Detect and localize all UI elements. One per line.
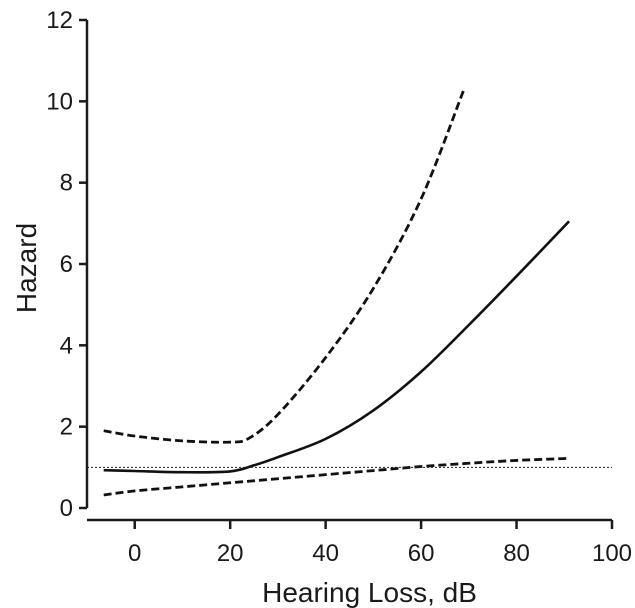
y-tick-label: 10	[46, 88, 73, 115]
x-tick-label: 100	[592, 540, 632, 567]
confidence-bound-line-1	[103, 88, 466, 444]
x-tick-label: 0	[128, 540, 141, 567]
series-layer	[103, 88, 570, 497]
y-tick-label: 12	[46, 7, 73, 34]
x-tick-label: 40	[312, 540, 339, 567]
y-tick-label: 6	[60, 251, 73, 278]
y-tick-label: 2	[60, 414, 73, 441]
y-tick-label: 4	[60, 332, 73, 359]
y-axis-title: Hazard	[11, 223, 42, 313]
y-tick-label: 8	[60, 170, 73, 197]
x-axis-title: Hearing Loss, dB	[262, 577, 477, 608]
x-tick-label: 80	[503, 540, 530, 567]
y-tick-label: 0	[60, 495, 73, 522]
confidence-bound-line-2	[103, 456, 570, 497]
hazard-estimate-line-0	[103, 220, 570, 474]
x-tick-label: 20	[217, 540, 244, 567]
x-tick-label: 60	[408, 540, 435, 567]
axes-layer: 0 2 4 6 8 10 12 0 20 40 60 80 100	[46, 7, 632, 567]
